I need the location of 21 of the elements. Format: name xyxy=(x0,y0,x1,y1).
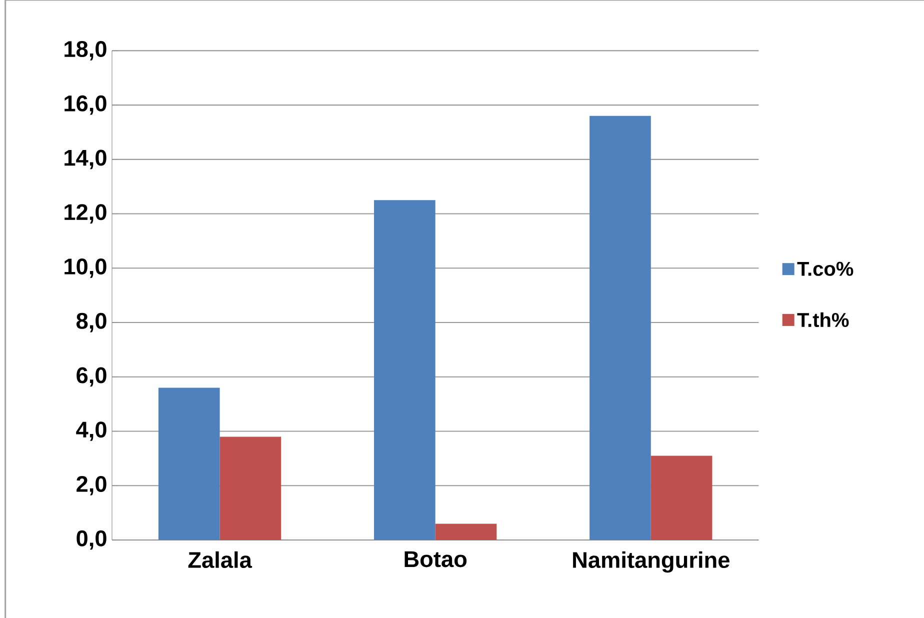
bar xyxy=(158,388,220,540)
bar xyxy=(220,436,282,540)
y-tick-label: 4,0 xyxy=(76,422,106,441)
y-tick-label: 12,0 xyxy=(64,204,106,224)
legend-label: T.co% xyxy=(797,262,854,276)
bar xyxy=(650,456,712,540)
y-tick-label: 14,0 xyxy=(64,150,106,170)
y-tick-label: 6,0 xyxy=(76,367,106,387)
y-tick-label: 10,0 xyxy=(64,258,106,278)
bar xyxy=(435,524,497,540)
x-tick-label: Namitangurine xyxy=(573,551,730,573)
y-tick-label: 2,0 xyxy=(76,476,106,496)
bar xyxy=(374,200,436,540)
y-tick-label: 16,0 xyxy=(64,95,106,115)
x-tick-label: Botao xyxy=(404,551,467,568)
y-tick-label: 8,0 xyxy=(76,312,106,332)
y-tick-label: 18,0 xyxy=(64,40,106,60)
y-tick-label: 0,0 xyxy=(76,530,106,550)
bar xyxy=(590,116,651,540)
legend-label: T.th% xyxy=(797,312,849,328)
x-tick-label: Zalala xyxy=(188,551,252,568)
